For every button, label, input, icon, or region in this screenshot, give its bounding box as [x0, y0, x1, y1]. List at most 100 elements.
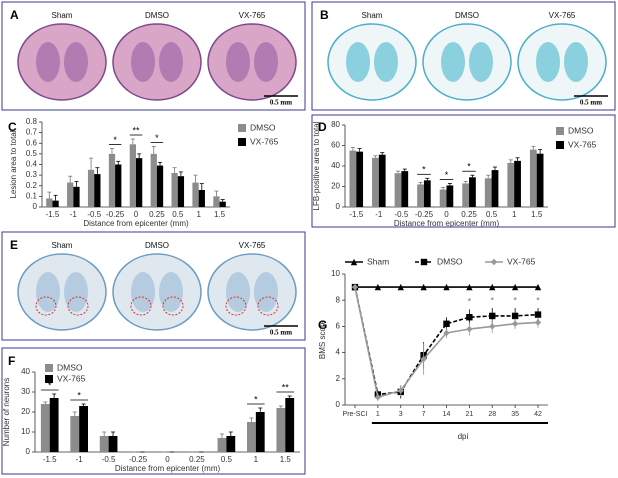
y-tick-label: 0.2 — [26, 181, 38, 190]
bar — [276, 408, 286, 452]
panel-letter: A — [10, 8, 19, 22]
significance: * — [155, 133, 159, 143]
marker — [351, 283, 359, 291]
significance: * — [113, 135, 117, 145]
legend-label: DMSO — [568, 125, 594, 135]
x-axis-label: Distance from epicenter (mm) — [115, 464, 221, 473]
legend-swatch — [238, 124, 246, 132]
marker — [489, 323, 496, 330]
tissue-section — [17, 253, 107, 331]
x-tick-label: -0.25 — [106, 210, 125, 219]
x-tick-label: 1.5 — [280, 455, 292, 464]
y-tick-label: 0.3 — [26, 170, 38, 179]
gray-matter — [36, 42, 60, 82]
panel-letter: C — [8, 120, 17, 134]
significance: ** — [132, 125, 140, 135]
x-tick-label: -1 — [76, 455, 84, 464]
y-tick-label: 0.1 — [26, 191, 38, 200]
panel-frame — [311, 114, 616, 228]
bar — [394, 173, 402, 207]
panel-letter: D — [318, 120, 327, 134]
gray-matter — [36, 272, 60, 312]
image-label: Sham — [362, 11, 383, 20]
y-tick-label: 0.4 — [26, 160, 38, 169]
scale-label: 0.5 mm — [270, 99, 292, 107]
marker — [511, 283, 519, 291]
gray-matter — [346, 42, 370, 82]
bar — [417, 184, 424, 207]
x-tick-label: -0.5 — [394, 210, 408, 219]
bar — [49, 398, 59, 452]
bar — [529, 149, 537, 207]
bar — [514, 160, 521, 207]
image-label: DMSO — [455, 11, 479, 20]
x-tick-label: 0.5 — [486, 210, 498, 219]
scale-label: 0.5 mm — [580, 99, 602, 107]
image-label: Sham — [52, 241, 73, 250]
gray-matter — [254, 272, 278, 312]
series-line — [354, 286, 539, 396]
bar — [198, 190, 205, 207]
bar — [247, 422, 256, 452]
x-tick-label: 0.5 — [172, 210, 184, 219]
bar — [99, 436, 109, 452]
x-tick-label: -1.5 — [46, 210, 60, 219]
y-tick-label: 10 — [331, 269, 340, 278]
x-tick-label: 42 — [534, 411, 542, 418]
marker — [350, 258, 358, 266]
x-tick-label: 7 — [422, 411, 426, 418]
x-tick-label: -1.5 — [349, 210, 363, 219]
significance: * — [468, 297, 472, 307]
gray-matter — [469, 42, 493, 82]
bar — [462, 183, 470, 207]
tissue-section — [207, 23, 297, 101]
bar — [226, 436, 236, 452]
bar — [349, 150, 357, 207]
bar — [491, 170, 499, 207]
x-axis-label: Distance from epicenter (mm) — [83, 219, 189, 228]
legend-label: DMSO — [250, 122, 276, 132]
legend-swatch — [556, 141, 564, 149]
marker — [443, 283, 450, 291]
tissue-section — [17, 23, 107, 101]
y-tick-label: 80 — [331, 120, 340, 129]
y-tick-label: 8 — [336, 295, 341, 304]
significance: * — [445, 170, 449, 180]
marker — [443, 329, 450, 337]
bar — [52, 200, 59, 207]
tissue-section — [207, 253, 297, 331]
y-tick-label: 2 — [336, 374, 341, 383]
tissue-section — [112, 23, 202, 101]
y-tick-label: 60 — [331, 141, 340, 150]
x-tick-label: 35 — [511, 411, 519, 418]
roi-outline — [67, 296, 89, 316]
bar — [484, 178, 492, 207]
bar — [285, 398, 295, 452]
marker — [420, 258, 428, 266]
legend-label: DMSO — [57, 362, 83, 372]
tissue-section — [517, 23, 607, 101]
bar — [156, 165, 164, 207]
x-tick-label: 0.25 — [149, 210, 165, 219]
y-tick-label: 6 — [336, 322, 341, 331]
image-label: VX-765 — [549, 11, 576, 20]
legend-swatch — [238, 138, 246, 146]
marker — [374, 283, 382, 291]
panel-frame — [1, 231, 306, 341]
significance: ** — [282, 382, 290, 392]
y-tick-label: 0.5 — [26, 149, 38, 158]
x-tick-label: 1 — [376, 411, 380, 418]
x-tick-label: 3 — [399, 411, 403, 418]
marker — [489, 283, 496, 291]
x-tick-label: 1.5 — [531, 210, 543, 219]
bar — [217, 438, 227, 452]
x-tick-label: 1 — [512, 210, 517, 219]
gray-matter — [131, 272, 155, 312]
gray-matter — [374, 42, 398, 82]
bar — [46, 198, 53, 207]
image-label: DMSO — [145, 11, 169, 20]
x-tick-label: -0.25 — [415, 210, 434, 219]
x-tick-label: -1 — [375, 210, 383, 219]
